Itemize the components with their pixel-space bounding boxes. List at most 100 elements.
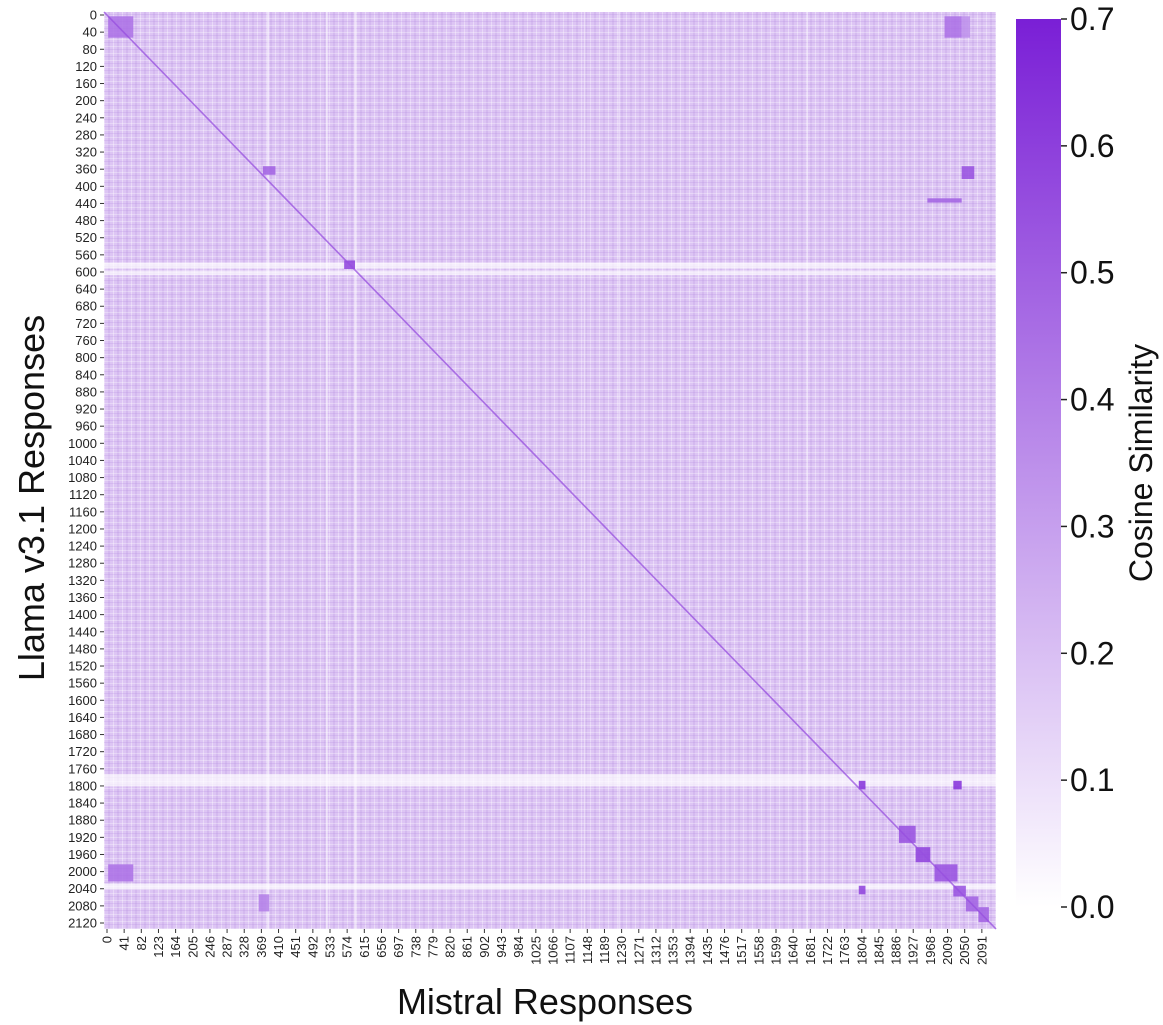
- heatmap-block-7: [858, 780, 866, 790]
- y-tick-label: 1520: [68, 659, 97, 674]
- low-similarity-column-2: [354, 12, 357, 929]
- y-tick-label: 1160: [69, 504, 97, 519]
- y-tick-label: 2000: [68, 864, 97, 879]
- y-tick-label: 40: [83, 25, 97, 40]
- x-axis-ticks: 0 41 82 123 164 205 246 287 328 369 410 451 492 533 57…: [100, 929, 989, 965]
- y-tick-label: 1560: [68, 676, 97, 691]
- x-tick-label: 0: [100, 936, 115, 943]
- y-tick-label: 80: [83, 42, 97, 57]
- x-tick-label: 1517: [734, 936, 749, 965]
- x-tick-label: 1189: [597, 936, 612, 964]
- x-tick-label: 1558: [751, 936, 766, 965]
- y-tick-label: 1040: [68, 453, 97, 468]
- y-tick-label: 400: [75, 179, 97, 194]
- y-tick-label: 640: [75, 282, 97, 297]
- y-tick-label: 720: [75, 316, 97, 331]
- x-tick-label: 1435: [700, 936, 715, 965]
- y-tick-label: 1640: [68, 710, 97, 725]
- y-tick-label: 1920: [68, 830, 97, 845]
- low-similarity-column-5: [806, 12, 808, 929]
- x-tick-label: 574: [340, 936, 355, 958]
- colorbar-tick-label: 0.3: [1070, 508, 1114, 544]
- y-tick-label: 840: [75, 367, 97, 382]
- y-tick-label: 0: [90, 8, 97, 23]
- y-tick-label: 1800: [68, 778, 97, 793]
- heatmap-block-17: [858, 885, 866, 895]
- low-similarity-column-4: [618, 12, 620, 929]
- y-tick-label: 520: [75, 230, 97, 245]
- colorbar-ticks: 0.0 0.1 0.2 0.3 0.4 0.5 0.6 0.7: [1061, 1, 1114, 925]
- x-tick-label: 1394: [683, 936, 698, 965]
- y-tick-label: 360: [75, 162, 97, 177]
- y-tick-label: 120: [75, 59, 97, 74]
- x-tick-label: 41: [117, 936, 132, 950]
- x-tick-label: 82: [134, 936, 149, 950]
- y-tick-label: 1440: [68, 624, 97, 639]
- x-tick-label: 1722: [820, 936, 835, 965]
- x-tick-label: 656: [374, 936, 389, 958]
- y-tick-label: 1400: [68, 607, 97, 622]
- x-tick-label: 451: [288, 936, 303, 958]
- y-tick-label: 1280: [68, 556, 97, 571]
- x-tick-label: 779: [425, 936, 440, 958]
- low-similarity-column-3: [584, 12, 586, 929]
- y-tick-label: 320: [75, 145, 97, 160]
- x-tick-label: 1804: [854, 936, 869, 965]
- y-tick-label: 160: [75, 76, 97, 91]
- x-tick-label: 738: [408, 936, 423, 958]
- y-tick-label: 1600: [68, 693, 97, 708]
- y-tick-label: 1680: [68, 727, 97, 742]
- heatmap-block-15: [978, 907, 989, 923]
- y-tick-label: 1120: [69, 487, 97, 502]
- y-tick-label: 880: [75, 384, 97, 399]
- y-tick-label: 280: [75, 127, 97, 142]
- x-tick-label: 1476: [717, 936, 732, 965]
- x-tick-label: 369: [254, 936, 269, 958]
- heatmap-block-4: [961, 166, 975, 180]
- heatmap-block-8: [953, 780, 962, 790]
- heatmap-block-1: [944, 16, 962, 38]
- y-tick-label: 760: [75, 333, 97, 348]
- x-tick-label: 123: [151, 936, 166, 958]
- x-tick-label: 533: [323, 936, 338, 958]
- heatmap-block-3: [262, 166, 276, 175]
- heatmap-block-5: [927, 198, 962, 203]
- x-tick-label: 2091: [974, 936, 989, 965]
- y-tick-label: 1200: [68, 521, 97, 536]
- low-similarity-row-0: [104, 262, 996, 269]
- heatmap-block-2: [961, 16, 971, 38]
- colorbar-tick-label: 0.6: [1070, 128, 1114, 164]
- colorbar-tick-label: 0.7: [1070, 1, 1114, 37]
- x-tick-label: 164: [168, 936, 183, 958]
- x-tick-label: 2050: [957, 936, 972, 965]
- y-tick-label: 200: [75, 93, 97, 108]
- colorbar-title: Cosine Similarity: [1123, 344, 1159, 582]
- y-tick-label: 680: [75, 299, 97, 314]
- x-tick-label: 1025: [528, 936, 543, 965]
- colorbar-tick-label: 0.4: [1070, 382, 1114, 418]
- low-similarity-column-0: [267, 12, 270, 929]
- y-tick-label: 600: [75, 264, 97, 279]
- x-tick-label: 1968: [923, 936, 938, 965]
- x-tick-label: 1681: [803, 936, 818, 965]
- y-tick-label: 2120: [68, 916, 97, 931]
- low-similarity-row-1: [104, 271, 996, 276]
- y-tick-label: 800: [75, 350, 97, 365]
- y-tick-label: 240: [75, 110, 97, 125]
- low-similarity-column-1: [325, 12, 328, 929]
- heatmap-block-9: [898, 825, 916, 843]
- y-tick-label: 1960: [68, 847, 97, 862]
- y-tick-label: 1720: [68, 744, 97, 759]
- y-tick-label: 1360: [68, 590, 97, 605]
- x-tick-label: 1599: [769, 936, 784, 965]
- colorbar-tick-label: 0.0: [1070, 889, 1114, 925]
- x-tick-label: 902: [477, 936, 492, 958]
- y-axis-title: Llama v3.1 Responses: [11, 315, 52, 681]
- heatmap-diagonal: [103, 11, 997, 930]
- y-tick-label: 1760: [68, 761, 97, 776]
- colorbar-tick-label: 0.1: [1070, 762, 1114, 798]
- x-tick-label: 2009: [940, 936, 955, 965]
- colorbar-tick-label: 0.2: [1070, 635, 1114, 671]
- x-tick-label: 1927: [906, 936, 921, 965]
